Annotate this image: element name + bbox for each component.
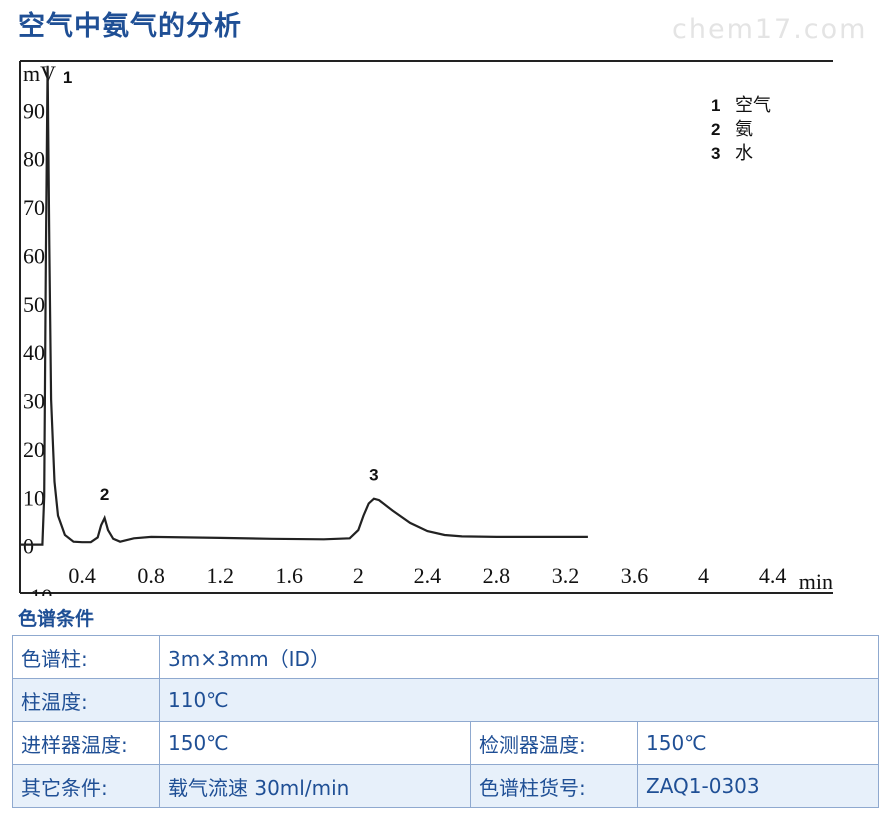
peak-label: 2	[100, 485, 109, 504]
x-tick-label: 0.8	[137, 563, 165, 588]
conditions-section-title: 色谱条件	[18, 608, 95, 630]
x-tick-label: 2.4	[414, 563, 442, 588]
x-tick-label: 2	[353, 563, 364, 588]
chart-legend: 1 空气 2 氨3 水	[711, 95, 771, 164]
conditions-table: 色谱柱: 3m×3mm（ID） 柱温度: 110℃ 进样器温度: 150℃ 检测…	[12, 635, 879, 808]
column-part-value: ZAQ1-0303	[637, 764, 879, 808]
y-ticks: 0 10 20 30 40 50 60 70 80 90 -10 mV	[23, 61, 56, 596]
y-tick-label: 30	[23, 389, 45, 414]
x-tick-label: 3.6	[621, 563, 649, 588]
chromatogram-trace	[20, 65, 588, 546]
y-tick-label: 80	[23, 147, 45, 172]
y-tick-label: 60	[23, 243, 45, 268]
y-tick-label: 50	[23, 292, 45, 317]
table-row: 柱温度: 110℃	[12, 678, 879, 722]
y-axis-label: mV	[23, 61, 56, 86]
legend-number: 1	[711, 96, 720, 115]
x-tick-label: 2.8	[483, 563, 511, 588]
detector-temp-value: 150℃	[637, 721, 879, 765]
legend-label: 水	[735, 143, 753, 164]
y-tick-label: -10	[23, 584, 52, 596]
chart-axes	[19, 60, 833, 594]
table-row: 进样器温度: 150℃ 检测器温度: 150℃	[12, 721, 879, 765]
x-tick-label: 1.6	[276, 563, 304, 588]
x-tick-label: 3.2	[552, 563, 580, 588]
y-tick-label: 20	[23, 437, 45, 462]
x-tick-label: 1.2	[206, 563, 234, 588]
y-tick-label: 90	[23, 98, 45, 123]
x-tick-label: 0.4	[68, 563, 96, 588]
legend-number: 3	[711, 144, 720, 163]
y-tick-label: 40	[23, 340, 45, 365]
column-part-label: 色谱柱货号:	[470, 764, 638, 808]
x-axis-label: min	[799, 569, 833, 594]
other-conditions-label: 其它条件:	[12, 764, 160, 808]
table-row: 色谱柱: 3m×3mm（ID）	[12, 635, 879, 679]
column-label: 色谱柱:	[12, 635, 160, 679]
y-tick-label: 0	[23, 534, 34, 559]
watermark: chem17.com	[672, 14, 868, 45]
legend-number: 2	[711, 120, 720, 139]
column-temp-value: 110℃	[159, 678, 879, 722]
peak-label: 3	[369, 466, 378, 485]
column-temp-label: 柱温度:	[12, 678, 160, 722]
x-tick-label: 4.4	[759, 563, 787, 588]
other-conditions-value: 载气流速 30ml/min	[159, 764, 471, 808]
x-tick-label: 4	[698, 563, 709, 588]
y-tick-label: 70	[23, 195, 45, 220]
page-title: 空气中氨气的分析	[18, 11, 242, 42]
injector-temp-label: 进样器温度:	[12, 721, 160, 765]
peak-labels: 1 2 3	[63, 68, 379, 504]
x-ticks: 0.4 0.8 1.2 1.6 2 2.4 2.8 3.2 3.6 4 4.4 min	[68, 563, 833, 594]
injector-temp-value: 150℃	[159, 721, 471, 765]
column-value: 3m×3mm（ID）	[159, 635, 879, 679]
peak-label: 1	[63, 68, 72, 87]
y-tick-label: 10	[23, 485, 45, 510]
legend-label: 氨	[735, 119, 753, 140]
legend-label: 空气	[735, 95, 771, 116]
detector-temp-label: 检测器温度:	[470, 721, 638, 765]
chromatogram-chart: 0 10 20 30 40 50 60 70 80 90 -10 mV 0.4 0.8 1.2 1.6 2 2.…	[19, 60, 833, 596]
table-row: 其它条件: 载气流速 30ml/min 色谱柱货号: ZAQ1-0303	[12, 764, 879, 808]
